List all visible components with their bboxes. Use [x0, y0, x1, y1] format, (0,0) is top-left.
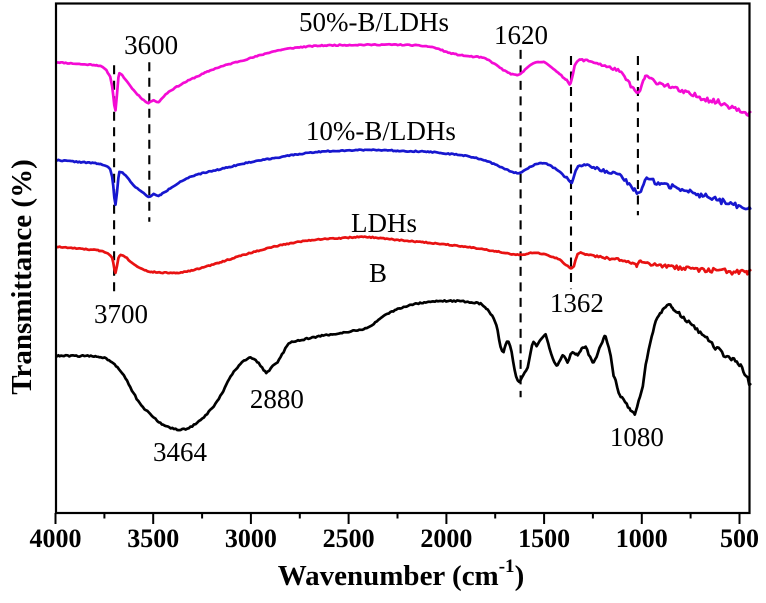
- x-axis-title: Wavenumber (cm-1): [278, 556, 524, 592]
- curve-labels-group: 50%-B/LDHs 10%-B/LDHs LDHs B: [299, 7, 456, 288]
- x-axis-title-superscript: -1: [499, 556, 515, 577]
- curve-b: [55, 299, 752, 432]
- x-axis-tick-labels-group: 4000 3500 3000 2500 2000 1500 1000 500: [30, 524, 760, 553]
- x-tick-label-4000: 4000: [30, 524, 82, 553]
- x-tick-label-500: 500: [720, 524, 759, 553]
- x-tick-label-1000: 1000: [616, 524, 668, 553]
- curve-label-10-b-ldhs: 10%-B/LDHs: [306, 116, 456, 146]
- peak-label-1362: 1362: [550, 288, 604, 318]
- curves-group: [55, 42, 752, 432]
- x-tick-label-1500: 1500: [518, 524, 570, 553]
- peak-label-3464: 3464: [153, 437, 208, 467]
- curve-label-b: B: [369, 258, 387, 288]
- peak-label-2880: 2880: [250, 384, 304, 414]
- x-axis-title-close: ): [515, 560, 525, 592]
- x-axis-ticks-group: [54, 513, 741, 524]
- peak-label-3600: 3600: [124, 30, 178, 60]
- x-tick-label-2000: 2000: [420, 524, 472, 553]
- peak-annotations-group: 3600 1620 3700 2880 3464 1362 1080: [94, 20, 664, 467]
- peak-label-3700: 3700: [94, 299, 148, 329]
- curve-label-50-b-ldhs: 50%-B/LDHs: [299, 7, 449, 37]
- curve-50-b-ldhs: [55, 42, 752, 117]
- curve-ldhs: [55, 235, 752, 276]
- x-axis-title-main: Wavenumber (cm: [278, 560, 499, 592]
- y-axis-title: Transmittance (%): [6, 159, 38, 394]
- x-tick-label-3500: 3500: [127, 524, 179, 553]
- curve-10-b-ldhs: [55, 148, 752, 211]
- peak-label-1080: 1080: [610, 422, 664, 452]
- x-tick-label-2500: 2500: [323, 524, 375, 553]
- peak-label-1620: 1620: [494, 20, 548, 50]
- plot-border: [54, 2, 751, 515]
- curve-label-ldhs: LDHs: [351, 208, 417, 238]
- x-tick-label-3000: 3000: [225, 524, 277, 553]
